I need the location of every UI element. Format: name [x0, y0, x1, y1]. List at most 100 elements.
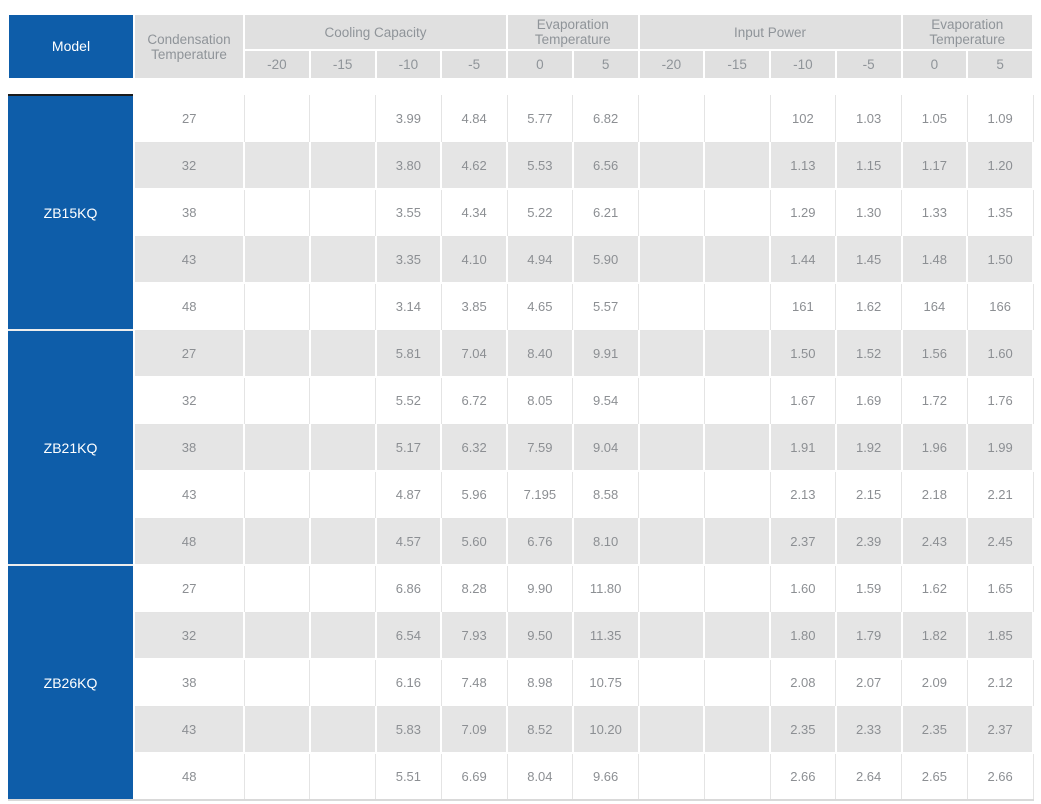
- value-cell: 11.80: [572, 565, 639, 613]
- value-cell: 5.90: [571, 236, 640, 284]
- value-cell: [703, 377, 771, 425]
- model-cell: ZB26KQ: [8, 564, 135, 801]
- value-cell: 1.17: [900, 142, 969, 190]
- value-cell: [308, 612, 377, 660]
- value-cell: 1.45: [834, 236, 903, 284]
- value-cell: 1.69: [835, 377, 902, 425]
- value-cell: 166: [966, 283, 1034, 331]
- table-row: 32 6.54 7.93 9.50 11.35 1.80 1.79 1.82 1.85: [8, 612, 1034, 660]
- value-cell: 2.13: [769, 471, 837, 519]
- value-cell: [637, 706, 706, 754]
- value-cell: 8.10: [571, 518, 640, 566]
- value-cell: 5.52: [375, 377, 442, 425]
- value-cell: [243, 189, 311, 237]
- value-cell: [637, 330, 706, 378]
- value-cell: 1.65: [966, 565, 1034, 613]
- value-cell: [703, 565, 771, 613]
- value-cell: 10.75: [572, 659, 639, 707]
- condensation-temperature-header: Condensation Temperature: [133, 13, 245, 80]
- value-cell: 1.50: [966, 236, 1034, 284]
- value-cell: [309, 283, 376, 331]
- sub-col-header: -15: [703, 49, 771, 80]
- value-cell: 5.22: [506, 189, 574, 237]
- value-cell: 102: [769, 95, 837, 143]
- value-cell: 2.39: [834, 518, 903, 566]
- condensation-temp-cell: 48: [133, 518, 245, 566]
- value-cell: [703, 612, 771, 660]
- value-cell: 1.44: [769, 236, 837, 284]
- value-cell: 8.05: [506, 377, 574, 425]
- condensation-temp-cell: 43: [133, 471, 245, 519]
- value-cell: 2.37: [769, 518, 837, 566]
- value-cell: 2.66: [966, 753, 1034, 801]
- sub-col-header: -5: [834, 49, 903, 80]
- condensation-temp-cell: 43: [133, 236, 245, 284]
- table-row: 43 5.83 7.09 8.52 10.20 2.35 2.33 2.35 2.37: [8, 706, 1034, 754]
- value-cell: 2.15: [835, 471, 902, 519]
- value-cell: 4.65: [506, 283, 574, 331]
- table-row: 48 4.57 5.60 6.76 8.10 2.37 2.39 2.43 2.45: [8, 518, 1034, 566]
- value-cell: 9.91: [571, 330, 640, 378]
- value-cell: 4.87: [375, 471, 442, 519]
- sub-col-header: -20: [637, 49, 706, 80]
- value-cell: 2.21: [966, 471, 1034, 519]
- value-cell: 3.35: [374, 236, 443, 284]
- value-cell: 6.21: [572, 189, 639, 237]
- value-cell: [243, 283, 311, 331]
- value-cell: 9.54: [572, 377, 639, 425]
- value-cell: [638, 377, 705, 425]
- value-cell: [309, 189, 376, 237]
- value-cell: [243, 659, 311, 707]
- model-cell: ZB15KQ: [8, 94, 135, 330]
- value-cell: 3.85: [440, 283, 508, 331]
- value-cell: 1.59: [835, 565, 902, 613]
- value-cell: 8.04: [506, 753, 574, 801]
- value-cell: [703, 189, 771, 237]
- value-cell: 1.48: [900, 236, 969, 284]
- value-cell: 8.98: [506, 659, 574, 707]
- value-cell: [243, 471, 311, 519]
- value-cell: 4.84: [440, 95, 508, 143]
- value-cell: [638, 753, 705, 801]
- value-cell: [309, 471, 376, 519]
- value-cell: [638, 283, 705, 331]
- input-power-header: Input Power: [637, 13, 903, 51]
- sub-col-header: 0: [506, 49, 574, 80]
- value-cell: 4.62: [440, 142, 508, 190]
- value-cell: 8.58: [572, 471, 639, 519]
- sub-col-header: -10: [769, 49, 837, 80]
- sub-col-header: -10: [374, 49, 443, 80]
- header-sub-row: -20 -15 -10 -5 0 5 -20 -15 -10 -5 0 5: [8, 49, 1034, 80]
- value-cell: [243, 236, 311, 284]
- value-cell: [703, 95, 771, 143]
- value-cell: [309, 95, 376, 143]
- value-cell: 2.66: [769, 753, 837, 801]
- value-cell: 4.34: [440, 189, 508, 237]
- value-cell: 2.35: [769, 706, 837, 754]
- value-cell: [243, 142, 311, 190]
- value-cell: 10.20: [571, 706, 640, 754]
- value-cell: 7.04: [440, 330, 508, 378]
- value-cell: 6.72: [440, 377, 508, 425]
- value-cell: 3.80: [374, 142, 443, 190]
- value-cell: 1.20: [966, 142, 1034, 190]
- value-cell: [638, 565, 705, 613]
- sub-col-header: -15: [308, 49, 377, 80]
- value-cell: [638, 95, 705, 143]
- value-cell: 1.09: [966, 95, 1034, 143]
- value-cell: 1.92: [834, 424, 903, 472]
- evaporation-temperature-header-2: Evaporation Temperature: [900, 13, 1034, 51]
- condensation-temp-cell: 32: [133, 142, 245, 190]
- value-cell: [703, 753, 771, 801]
- value-cell: 1.56: [900, 330, 969, 378]
- value-cell: [309, 753, 376, 801]
- header-body-spacer: [8, 79, 1033, 95]
- table-row: 32 5.52 6.72 8.05 9.54 1.67 1.69 1.72 1.76: [8, 377, 1034, 425]
- value-cell: 1.60: [769, 565, 837, 613]
- table-row: ZB26KQ 27 6.86 8.28 9.90 11.80 1.60 1.59 1.62 1.6…: [8, 564, 1034, 801]
- value-cell: 164: [901, 283, 968, 331]
- value-cell: 1.29: [769, 189, 837, 237]
- condensation-temp-cell: 32: [133, 612, 245, 660]
- sub-col-header: -20: [243, 49, 311, 80]
